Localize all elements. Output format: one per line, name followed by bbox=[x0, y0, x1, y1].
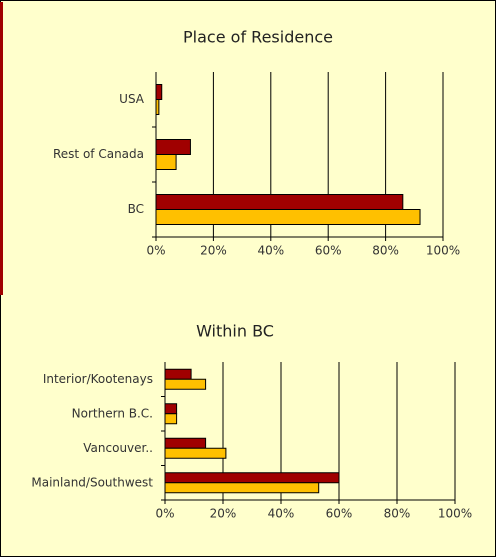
x-tick-label: 80% bbox=[372, 244, 399, 258]
bar bbox=[164, 482, 320, 494]
y-tick-label: BC bbox=[128, 202, 144, 216]
x-tick-label: 60% bbox=[326, 507, 353, 521]
bar bbox=[155, 84, 163, 100]
x-tick-label: 20% bbox=[210, 507, 237, 521]
bar bbox=[164, 437, 207, 449]
x-tick-label: 0% bbox=[146, 244, 165, 258]
y-tick-label: Vancouver.. bbox=[83, 441, 153, 455]
x-tick-label: 20% bbox=[200, 244, 227, 258]
y-tick-label: Northern B.C. bbox=[72, 406, 153, 420]
bar bbox=[155, 154, 177, 170]
x-tick-label: 100% bbox=[426, 244, 460, 258]
y-tick-label: Interior/Kootenays bbox=[43, 372, 153, 386]
bar bbox=[155, 209, 421, 225]
y-tick-label: Mainland/Southwest bbox=[31, 475, 153, 489]
y-tick-label: Rest of Canada bbox=[53, 147, 144, 161]
x-tick-label: 80% bbox=[384, 507, 411, 521]
bar bbox=[164, 413, 178, 425]
x-tick-label: 0% bbox=[155, 507, 174, 521]
bar bbox=[164, 378, 207, 390]
x-tick-label: 40% bbox=[268, 507, 295, 521]
bar bbox=[155, 139, 191, 155]
edge-artifact bbox=[0, 2, 3, 295]
x-tick-label: 100% bbox=[438, 507, 472, 521]
bar bbox=[164, 472, 340, 484]
bar bbox=[155, 99, 160, 115]
bar bbox=[164, 447, 227, 459]
x-tick-label: 40% bbox=[257, 244, 284, 258]
chart-title: Within BC bbox=[196, 322, 274, 341]
y-tick-label: USA bbox=[119, 92, 145, 106]
bar bbox=[164, 368, 192, 380]
bar bbox=[164, 403, 178, 415]
bar bbox=[155, 194, 404, 210]
x-tick-label: 60% bbox=[315, 244, 342, 258]
chart-title: Place of Residence bbox=[183, 28, 333, 47]
